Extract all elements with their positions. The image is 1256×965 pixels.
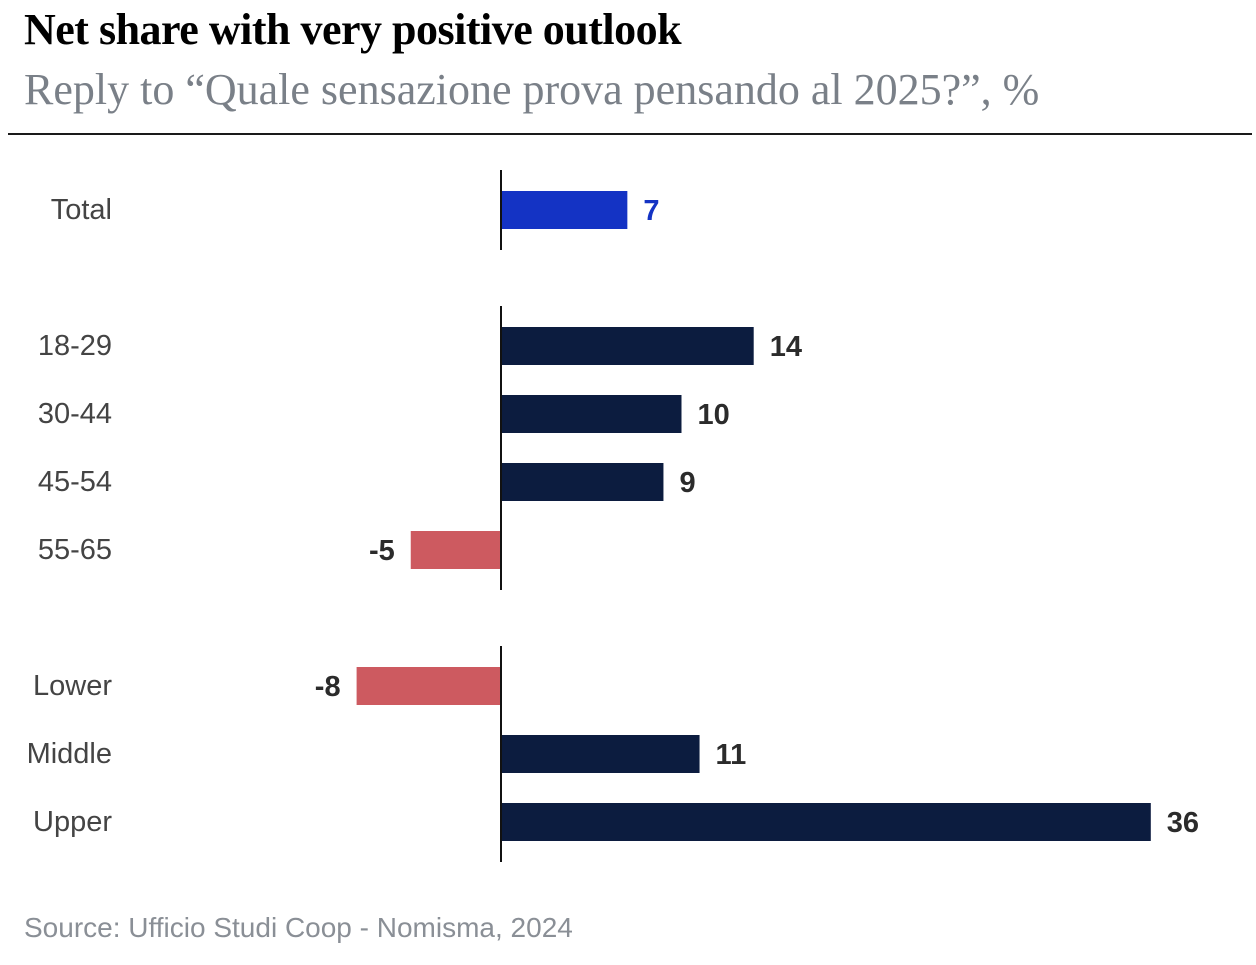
value-label-45-54: 9 (679, 467, 695, 499)
bar-18-29 (501, 327, 754, 365)
category-label-45-54: 45-54 (38, 466, 112, 498)
value-label-middle: 11 (716, 739, 747, 771)
category-label-middle: Middle (27, 738, 112, 770)
chart-title: Net share with very positive outlook (24, 5, 682, 54)
bar-middle (501, 735, 700, 773)
category-label-lower: Lower (33, 670, 112, 702)
value-label-18-29: 14 (770, 331, 802, 363)
category-label-30-44: 30-44 (38, 398, 112, 430)
bar-55-65 (410, 531, 501, 569)
bar-30-44 (501, 395, 682, 433)
category-label-total: Total (51, 194, 112, 226)
category-label-18-29: 18-29 (38, 330, 112, 362)
value-label-upper: 36 (1167, 807, 1199, 839)
bar-upper (501, 803, 1151, 841)
value-label-total: 7 (643, 195, 659, 227)
bar-lower (356, 667, 501, 705)
chart-subtitle: Reply to “Quale sensazione prova pensand… (24, 65, 1040, 114)
value-label-30-44: 10 (698, 399, 730, 431)
value-label-lower: -8 (315, 671, 341, 703)
source-note: Source: Ufficio Studi Coop - Nomisma, 20… (24, 912, 573, 943)
category-label-55-65: 55-65 (38, 534, 112, 566)
bar-45-54 (501, 463, 664, 501)
header-divider (8, 133, 1252, 135)
bar-total (501, 191, 628, 229)
value-label-55-65: -5 (369, 535, 395, 567)
category-label-upper: Upper (33, 806, 112, 838)
